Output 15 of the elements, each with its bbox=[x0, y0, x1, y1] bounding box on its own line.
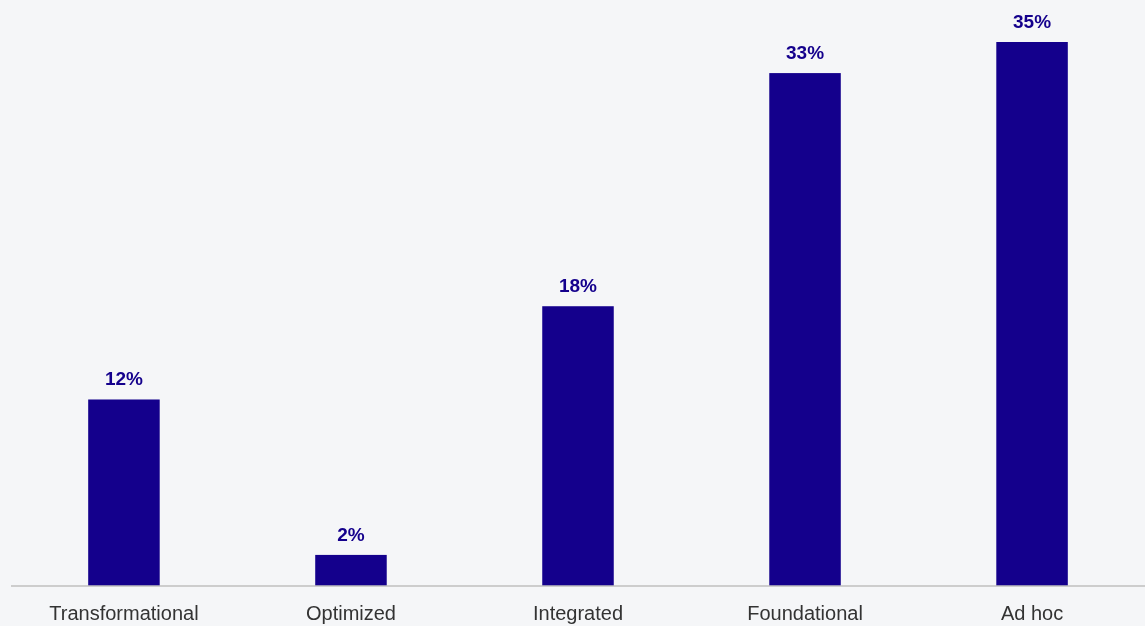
x-tick-label: Integrated bbox=[532, 602, 624, 624]
data-label: 2% bbox=[337, 523, 365, 545]
bar bbox=[542, 306, 614, 586]
bar bbox=[315, 554, 387, 586]
data-label: 18% bbox=[558, 275, 598, 297]
x-tick-label: Transformational bbox=[49, 602, 199, 624]
data-label: 33% bbox=[786, 42, 825, 64]
x-tick-label: Foundational bbox=[747, 602, 863, 624]
x-tick-label: Optimized bbox=[305, 602, 396, 624]
data-label: 35% bbox=[1013, 11, 1052, 32]
bar bbox=[88, 399, 160, 586]
bar bbox=[996, 42, 1068, 586]
bar bbox=[769, 73, 841, 586]
x-tick-label: Ad hoc bbox=[1000, 602, 1064, 624]
data-label: 12% bbox=[104, 368, 144, 390]
